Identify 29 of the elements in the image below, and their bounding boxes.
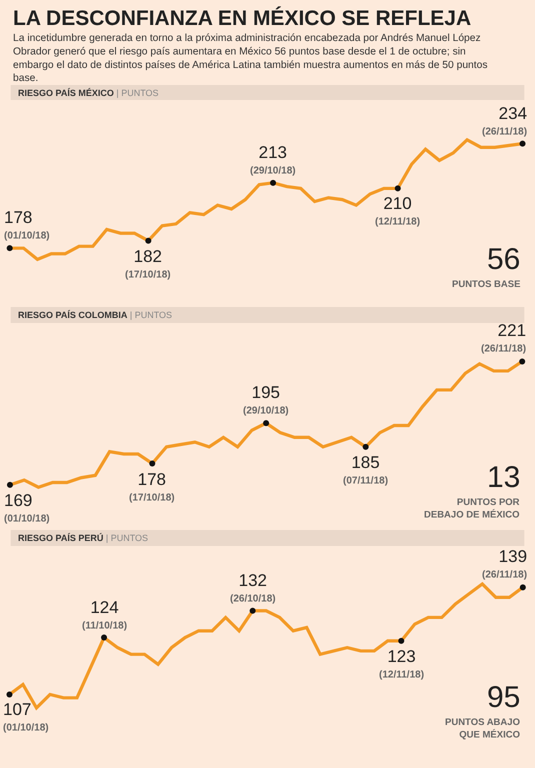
data-label: 107 (01/10/18)	[3, 700, 49, 734]
chart-title: RIESGO PAÍS COLOMBIA	[18, 310, 128, 320]
text: PUNTOS POR DEBAJO DE MÉXICO	[424, 497, 520, 520]
annotation: 95	[487, 681, 520, 714]
text: PUNTOS ABAJO QUE MÉXICO	[445, 717, 520, 740]
text: PUNTOS BASE	[452, 279, 520, 290]
chart-subtitle: | PUNTOS	[130, 310, 172, 320]
data-label: 195 (29/10/18)	[243, 383, 289, 417]
annotation: 56	[487, 243, 520, 276]
data-label: 139 (26/11/18)	[482, 547, 528, 581]
text: LA DESCONFIANZA EN MÉXICO SE REFLEJA	[13, 6, 472, 30]
data-label: 178 (01/10/18)	[4, 208, 50, 242]
data-label: 132 (26/10/18)	[230, 571, 276, 605]
data-label: 182 (17/10/18)	[125, 247, 171, 281]
data-label: 169 (01/10/18)	[4, 491, 50, 525]
data-label: 124 (11/10/18)	[82, 598, 128, 632]
data-label: 213 (29/10/18)	[250, 143, 296, 177]
chart-title: RIESGO PAÍS PERÚ	[18, 533, 104, 543]
data-label: 178 (17/10/18)	[129, 470, 175, 504]
chart-subtitle: | PUNTOS	[116, 88, 159, 98]
chart-subtitle: | PUNTOS	[106, 533, 148, 543]
text: La incetidumbre generada en torno a la próxima administración encabezada por Andrés Manuel López Obrador generó que el riesgo país aumentara en México 56 puntos base desde el 1 de octubre; sin embargo el dato de distintos países de América Latina también muestra aumentos en más de 50 puntos base.	[13, 33, 488, 84]
data-label: 221 (26/11/18)	[481, 321, 526, 355]
data-label: 185 (07/11/18)	[343, 453, 388, 487]
chart-title: RIESGO PAÍS MÉXICO	[18, 88, 114, 98]
data-label: 123 (12/11/18)	[379, 647, 424, 681]
data-label: 234 (26/11/18)	[482, 104, 528, 138]
data-label: 210 (12/11/18)	[375, 194, 420, 228]
annotation: 13	[487, 461, 520, 494]
